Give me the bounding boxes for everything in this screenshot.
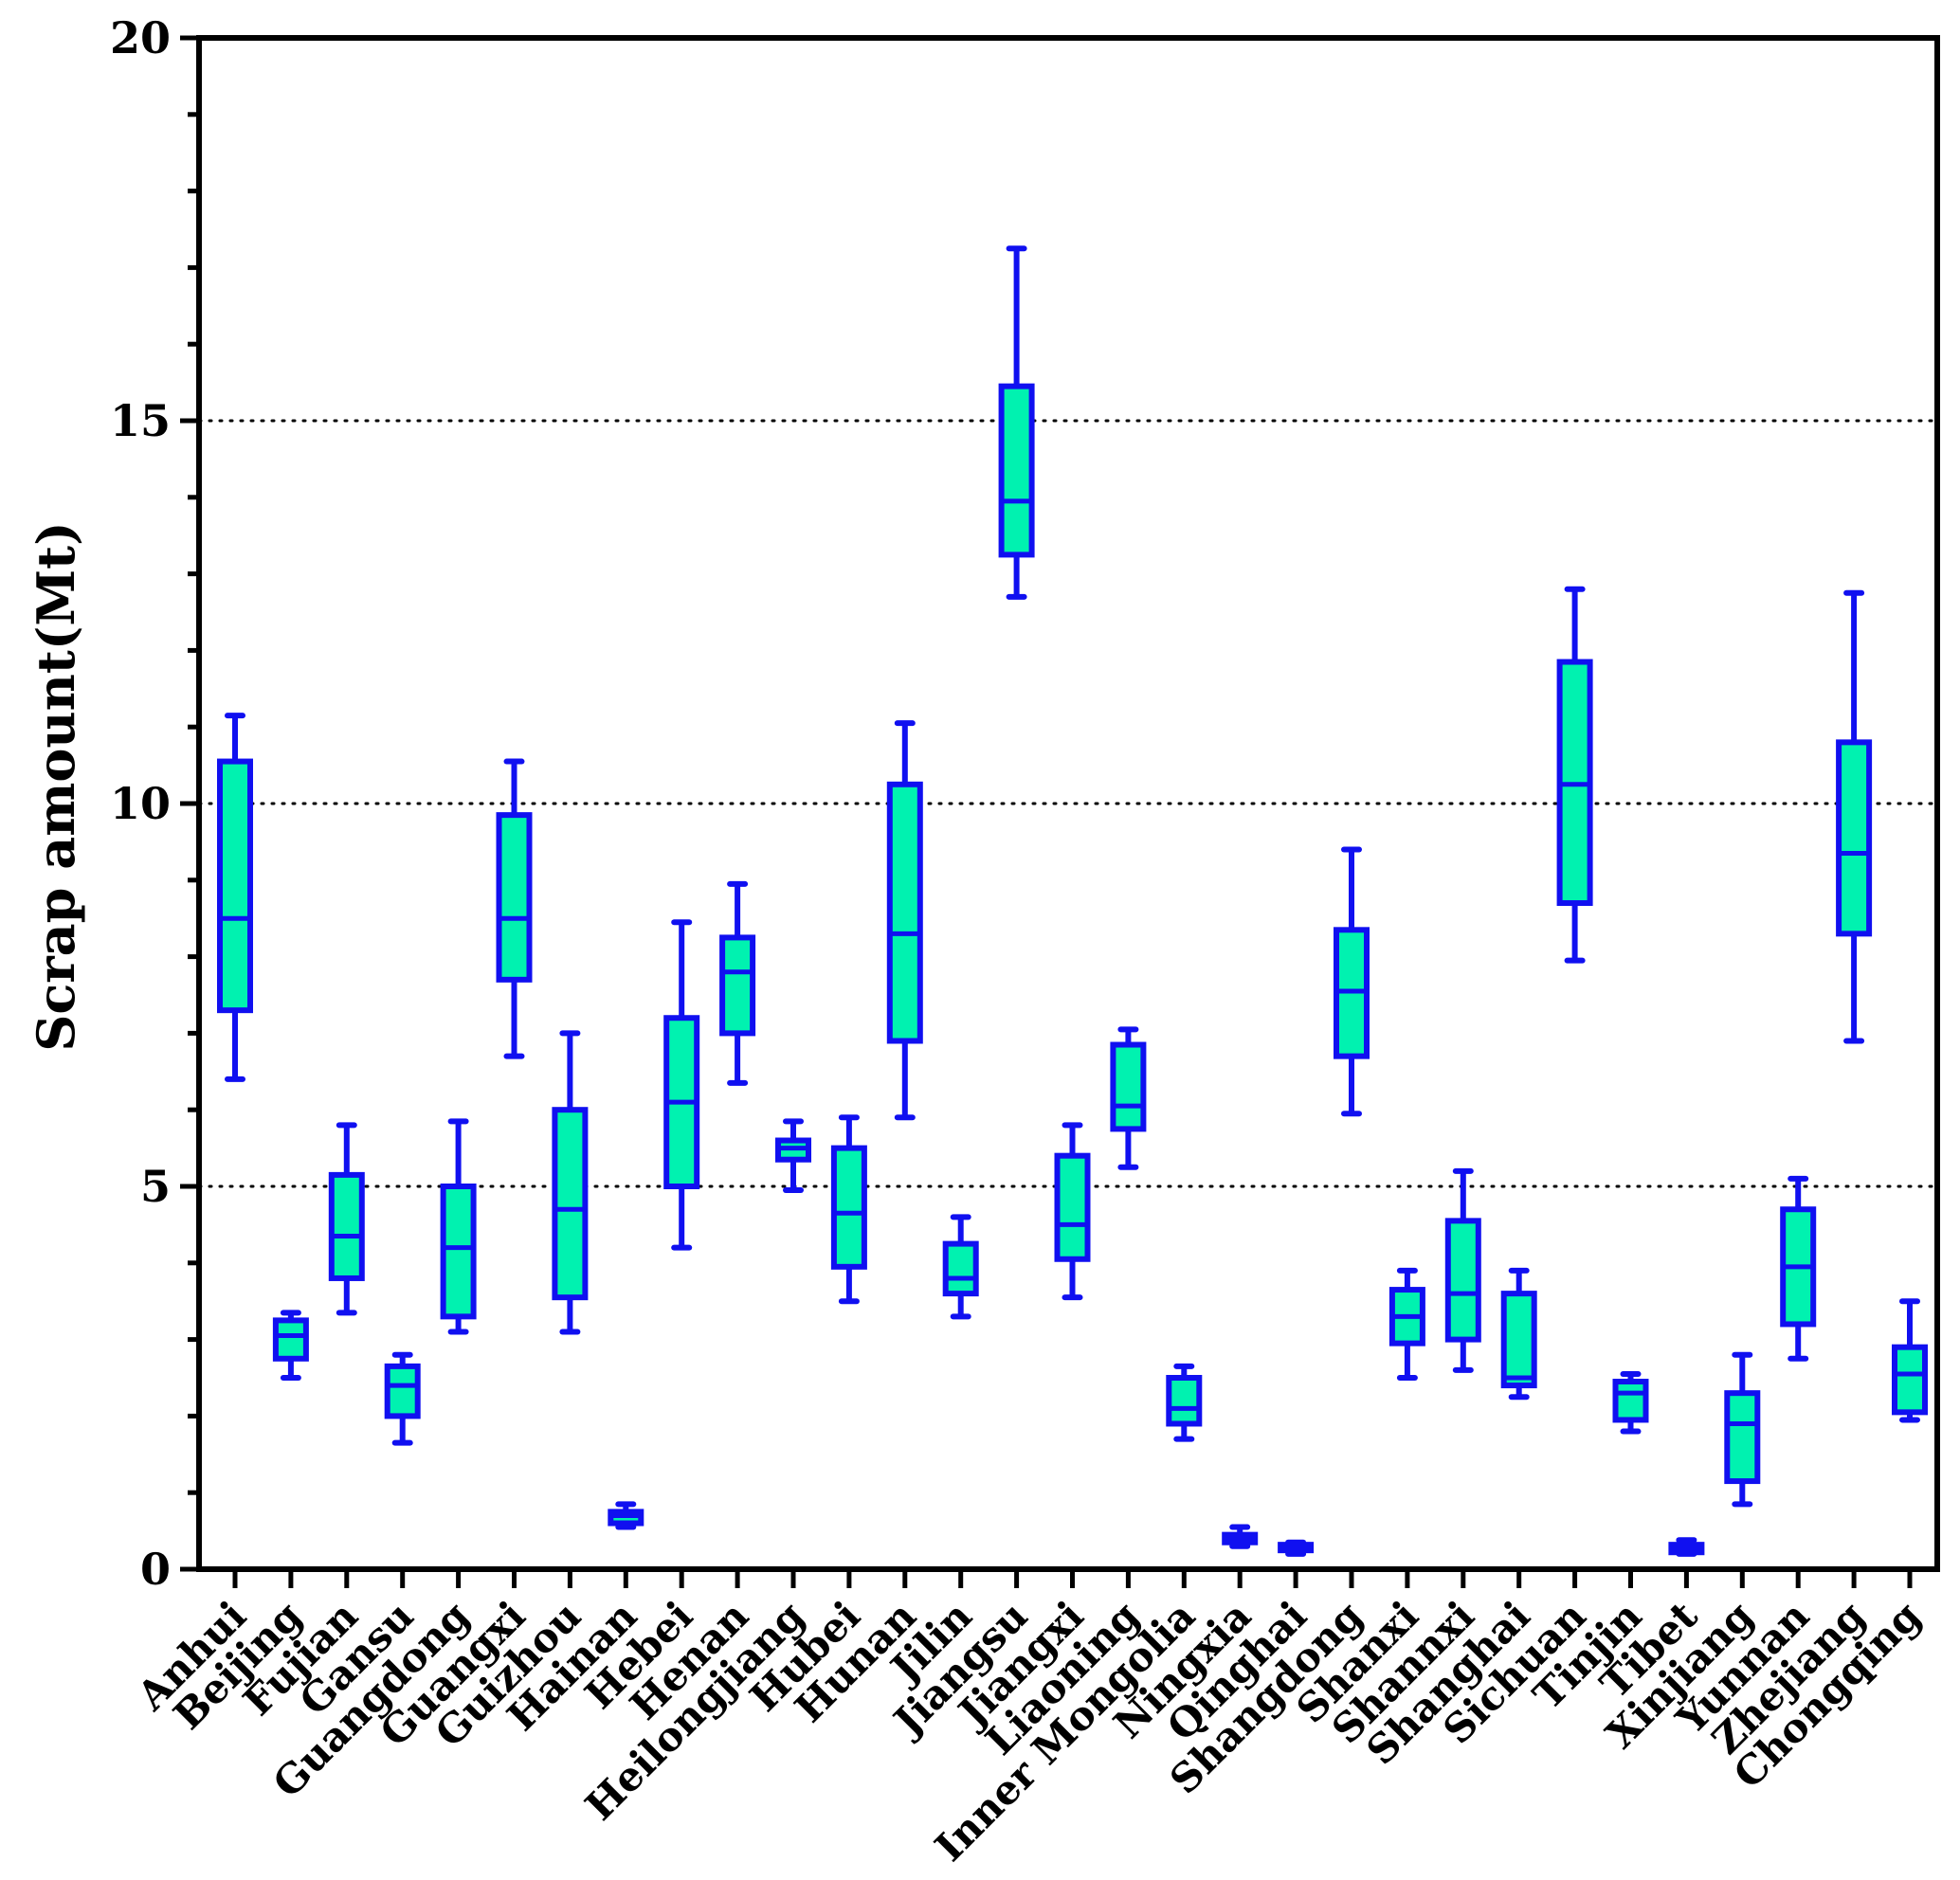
box-gansu — [384, 1351, 421, 1446]
box-iqr — [942, 1240, 979, 1297]
box-hainan — [608, 1501, 644, 1530]
box-iqr — [886, 781, 923, 1044]
box-guizhou — [552, 1030, 589, 1335]
box-iqr — [552, 1107, 589, 1301]
box-tibet — [1668, 1537, 1705, 1557]
box-beijing — [272, 1310, 309, 1381]
y-tick-label: 5 — [140, 1161, 171, 1212]
box-yunnan — [1780, 1175, 1817, 1362]
box-guangxi — [496, 758, 533, 1059]
box-inner-mongolia — [1166, 1363, 1203, 1442]
box-heilongjiang — [775, 1118, 811, 1194]
box-iqr — [1724, 1390, 1761, 1485]
box-iqr — [719, 934, 756, 1037]
box-shanxi — [1388, 1267, 1425, 1381]
grid-lines — [197, 419, 1939, 1188]
box-iqr — [272, 1317, 309, 1362]
box-iqr — [1166, 1375, 1203, 1427]
box-jilin — [942, 1214, 979, 1320]
box-ningxia — [1222, 1524, 1259, 1549]
box-hebei — [663, 919, 700, 1251]
box-tinjin — [1612, 1370, 1649, 1435]
box-chongqing — [1892, 1298, 1928, 1423]
box-jiangsu — [998, 245, 1035, 600]
box-henan — [719, 880, 756, 1086]
box-iqr — [217, 758, 253, 1014]
box-zhejiang — [1836, 589, 1873, 1044]
box-hubei — [830, 1114, 867, 1305]
box-iqr — [384, 1363, 421, 1419]
box-sichuan — [1556, 586, 1593, 964]
box-iqr — [998, 383, 1035, 558]
y-tick-label: 10 — [110, 778, 171, 829]
box-shannxi — [1444, 1167, 1481, 1373]
axes — [180, 35, 1940, 1588]
y-axis-title: Scrap amount(Mt) — [26, 521, 86, 1051]
box-iqr — [328, 1171, 365, 1281]
box-iqr — [1612, 1379, 1649, 1423]
box-iqr — [1836, 739, 1873, 937]
box-iqr — [1892, 1344, 1928, 1416]
y-tick-label: 0 — [140, 1544, 171, 1595]
box-shanghai — [1500, 1267, 1537, 1401]
box-series — [217, 245, 1928, 1557]
box-iqr — [1110, 1041, 1147, 1132]
box-iqr — [1054, 1152, 1091, 1262]
box-iqr — [1500, 1291, 1537, 1389]
box-iqr — [440, 1184, 477, 1320]
box-hunan — [886, 720, 923, 1121]
box-xinjiang — [1724, 1351, 1761, 1508]
box-jiangxi — [1054, 1122, 1091, 1301]
box-iqr — [1444, 1218, 1481, 1343]
box-qinghai — [1278, 1539, 1315, 1557]
y-tick-label: 15 — [110, 395, 171, 446]
y-tick-label: 20 — [110, 12, 171, 63]
box-iqr — [830, 1145, 867, 1270]
box-liaoning — [1110, 1026, 1147, 1170]
box-iqr — [496, 812, 533, 983]
box-anhui — [217, 713, 253, 1082]
axis-labels: 05101520AnhuiBeijingFujianGansuGuangdong… — [110, 12, 1930, 1871]
box-shangdong — [1334, 846, 1370, 1117]
box-fujian — [328, 1122, 365, 1316]
box-guangdong — [440, 1118, 477, 1335]
